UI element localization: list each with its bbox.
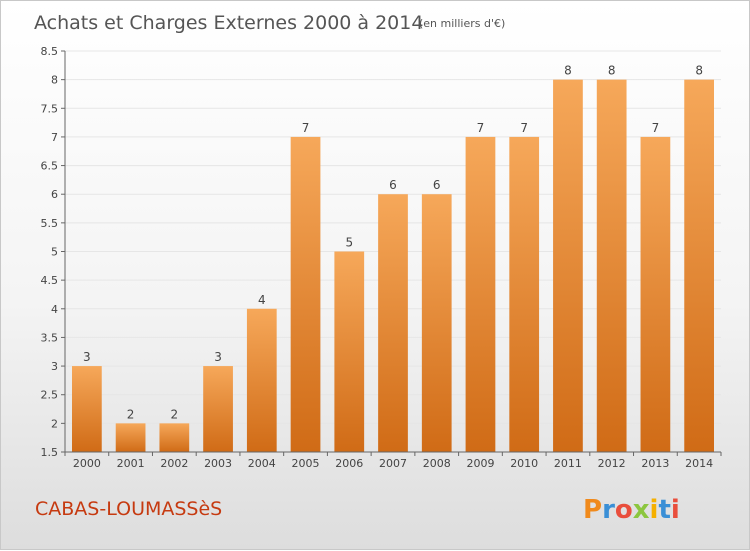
x-tick-label-2005: 2005	[292, 457, 320, 470]
bar-2012	[596, 79, 627, 453]
logo-letter: i	[650, 495, 659, 525]
bar-2014	[684, 79, 715, 453]
x-tick-label-2004: 2004	[248, 457, 276, 470]
y-tick-label: 6	[51, 188, 58, 201]
bars	[71, 79, 715, 453]
x-tick-labels: 2000 2001 2002 2003 2004 2005 2006 2007 2008 2009…	[64, 452, 722, 470]
commune-name: CABAS-LOUMASSèS	[35, 498, 222, 520]
logo-letter: P	[583, 495, 602, 525]
x-tick-label-2001: 2001	[117, 457, 145, 470]
chart-title: Achats et Charges Externes 2000 à 2014	[34, 12, 423, 34]
x-tick-label-2002: 2002	[160, 457, 188, 470]
x-tick-label-2013: 2013	[641, 457, 669, 470]
data-label-2003: 3	[214, 350, 222, 364]
bar-2002	[159, 423, 190, 452]
data-label-2001: 2	[127, 407, 135, 421]
proxiti-logo: Proxiti	[583, 495, 680, 525]
y-tick-label: 5	[51, 246, 58, 259]
bar-2007	[378, 194, 408, 452]
x-tick-label-2014: 2014	[685, 457, 713, 470]
bar-2001	[115, 423, 146, 452]
bar-2011	[553, 79, 583, 453]
x-tick-label-2011: 2011	[554, 457, 582, 470]
y-tick-label: 5.5	[41, 217, 59, 230]
data-label-2005: 7	[302, 121, 310, 135]
data-label-2013: 7	[652, 121, 660, 135]
y-tick-label: 4.5	[41, 274, 59, 287]
data-label-2008: 6	[433, 178, 441, 192]
data-label-2009: 7	[477, 121, 485, 135]
data-label-2000: 3	[83, 350, 91, 364]
x-tick-label-2008: 2008	[423, 457, 451, 470]
chart-subtitle: (en milliers d'€)	[419, 17, 505, 30]
data-label-2004: 4	[258, 293, 266, 307]
x-tick-label-2006: 2006	[335, 457, 363, 470]
y-tick-label: 7.5	[41, 102, 59, 115]
y-tick-label: 3.5	[41, 331, 59, 344]
logo-letter: r	[602, 495, 615, 525]
bar-2008	[421, 194, 452, 452]
y-tick-label: 4	[51, 303, 58, 316]
y-tick-label: 8.5	[41, 45, 59, 58]
logo-letter: i	[671, 495, 680, 525]
y-tick-labels: 1.5 2 2.5 3 3.5 4 4.5 5 5.5 6 6.5 7 7.5 8 8.5	[41, 45, 65, 459]
bar-2005	[290, 136, 321, 452]
x-tick-label-2000: 2000	[73, 457, 101, 470]
x-tick-label-2012: 2012	[598, 457, 626, 470]
y-tick-label: 1.5	[41, 446, 59, 459]
x-tick-label-2009: 2009	[466, 457, 494, 470]
y-tick-label: 3	[51, 360, 58, 373]
data-labels: 3 2 2 3 4 7 5 6 6 7 7 8 8 7 8	[83, 64, 703, 422]
logo-letter: o	[615, 495, 633, 525]
y-tick-label: 7	[51, 131, 58, 144]
data-label-2007: 6	[389, 178, 397, 192]
data-label-2006: 5	[345, 236, 353, 250]
y-tick-label: 6.5	[41, 160, 59, 173]
x-tick-label-2003: 2003	[204, 457, 232, 470]
y-tick-label: 2.5	[41, 389, 59, 402]
bar-2004	[246, 308, 277, 452]
logo-letter: x	[633, 495, 650, 525]
data-label-2010: 7	[520, 121, 528, 135]
x-tick-label-2010: 2010	[510, 457, 538, 470]
data-label-2011: 8	[564, 64, 572, 78]
bar-2003	[203, 366, 233, 452]
y-tick-label: 8	[51, 74, 58, 87]
data-label-2002: 2	[171, 407, 179, 421]
bar-2006	[334, 251, 365, 452]
y-tick-label: 2	[51, 417, 58, 430]
bar-2010	[509, 136, 540, 452]
x-tick-label-2007: 2007	[379, 457, 407, 470]
bar-2009	[465, 136, 496, 452]
data-label-2012: 8	[608, 64, 616, 78]
bar-2000	[71, 366, 102, 452]
logo-letter: t	[658, 495, 670, 525]
data-label-2014: 8	[695, 64, 703, 78]
bar-2013	[640, 136, 671, 452]
